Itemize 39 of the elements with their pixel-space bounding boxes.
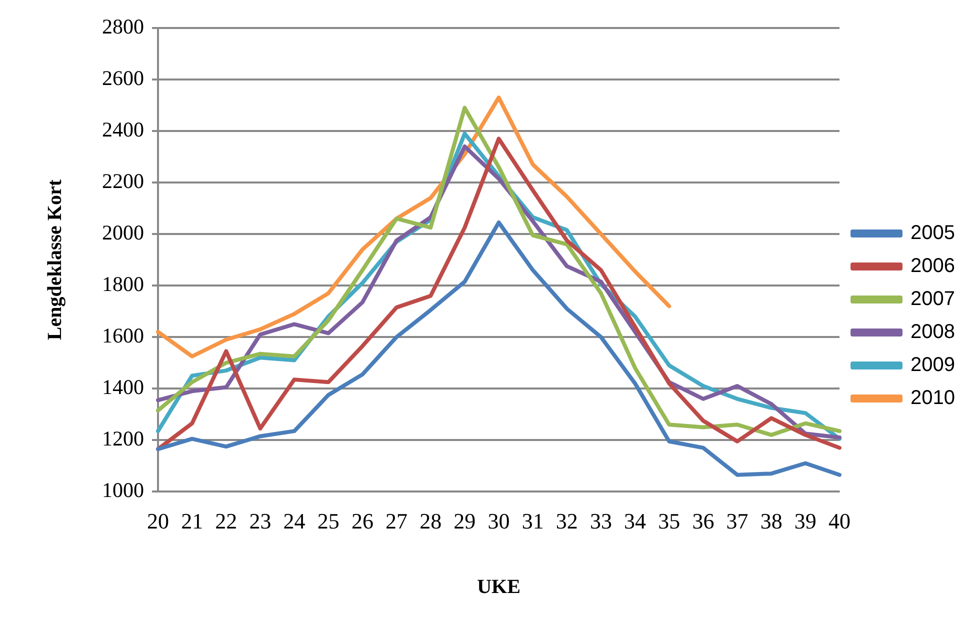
x-tick-label: 23: [249, 508, 272, 534]
x-tick-label: 26: [351, 508, 374, 534]
legend-label: 2006: [910, 255, 956, 278]
y-tick-label: 1400: [102, 375, 144, 400]
x-tick-label: 29: [454, 508, 476, 534]
x-tick-label: 35: [658, 508, 680, 534]
x-tick-label: 40: [828, 508, 851, 534]
y-tick-label: 1000: [102, 478, 144, 502]
y-tick-label: 1200: [102, 426, 144, 451]
x-tick-label: 32: [556, 508, 578, 534]
x-tick-label: 27: [386, 508, 408, 534]
x-tick-label: 36: [692, 508, 714, 534]
x-tick-label: 21: [181, 508, 204, 534]
y-tick-label: 2400: [102, 118, 144, 142]
x-tick-label: 34: [624, 508, 646, 534]
y-tick-label: 2600: [102, 66, 144, 90]
x-tick-label: 28: [420, 508, 442, 534]
x-tick-label: 24: [283, 508, 306, 534]
legend-label: 2007: [910, 288, 956, 310]
y-tick-label: 1600: [102, 324, 144, 348]
y-tick-label: 2800: [102, 14, 144, 39]
x-tick-label: 22: [215, 508, 238, 534]
x-tick-label: 39: [794, 508, 816, 534]
x-axis-title: UKE: [477, 576, 520, 598]
x-tick-label: 37: [726, 508, 748, 534]
y-tick-label: 1800: [102, 272, 144, 296]
legend-label: 2010: [910, 387, 956, 410]
legend-label: 2008: [910, 321, 956, 344]
y-axis-title: Lengdeklasse Kort: [44, 179, 66, 340]
legend-label: 2009: [910, 354, 956, 376]
x-tick-label: 33: [590, 508, 612, 534]
y-tick-label: 2000: [102, 220, 144, 245]
x-tick-label: 38: [760, 508, 782, 534]
x-tick-label: 30: [488, 508, 510, 534]
x-tick-label: 31: [522, 508, 544, 534]
y-tick-label: 2200: [102, 169, 144, 194]
legend-label: 2005: [910, 222, 956, 244]
x-tick-label: 25: [317, 508, 340, 534]
x-tick-label: 20: [147, 508, 169, 534]
